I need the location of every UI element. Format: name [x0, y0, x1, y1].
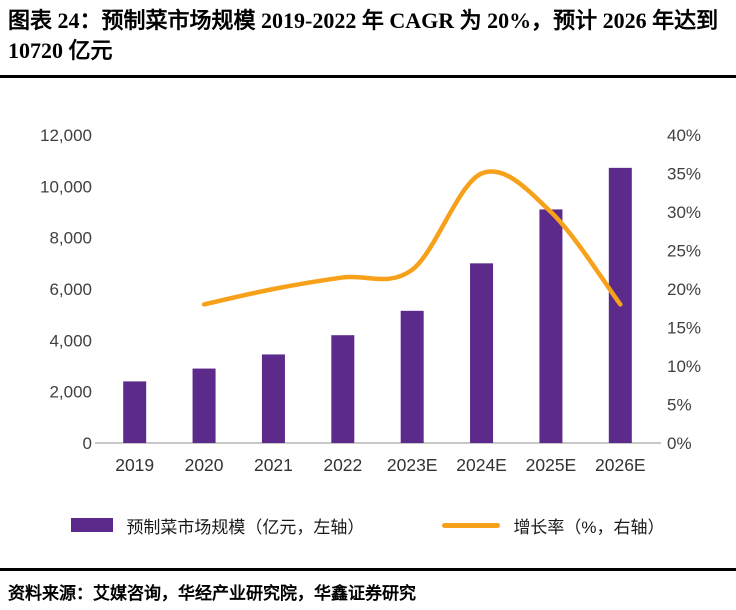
legend-item-market-size: 预制菜市场规模（亿元，左轴）: [71, 513, 364, 538]
right-axis-tick: 0%: [667, 434, 692, 453]
bar-2023E: [400, 310, 424, 443]
right-axis-tick: 40%: [667, 126, 701, 145]
category-label-2019: 2019: [115, 455, 154, 475]
right-axis-tick: 20%: [667, 280, 701, 299]
bar-2024E: [470, 263, 494, 443]
legend: 预制菜市场规模（亿元，左轴） 增长率（%，右轴）: [0, 513, 736, 538]
right-axis-tick: 35%: [667, 164, 701, 183]
right-axis-tick: 30%: [667, 203, 701, 222]
category-label-2026E: 2026E: [595, 455, 646, 475]
left-axis-tick: 4,000: [49, 331, 92, 350]
category-label-2025E: 2025E: [526, 455, 577, 475]
combo-chart-svg: 12,000 10,000 8,000 6,000 4,000 2,000 0 40% 35% 3…: [40, 126, 701, 475]
left-axis-tick: 0: [83, 434, 92, 453]
category-label-2021: 2021: [254, 455, 293, 475]
legend-item-growth-rate: 增长率（%，右轴）: [442, 513, 665, 538]
category-label-2024E: 2024E: [456, 455, 507, 475]
bar-2021: [261, 354, 285, 443]
right-axis-tick: 15%: [667, 318, 701, 337]
bar-2019: [123, 381, 147, 443]
left-axis-tick: 2,000: [49, 382, 92, 401]
left-axis-tick: 6,000: [49, 280, 92, 299]
source-note: 资料来源：艾媒咨询，华经产业研究院，华鑫证券研究: [0, 568, 736, 610]
figure-title: 图表 24：预制菜市场规模 2019-2022 年 CAGR 为 20%，预计 …: [0, 0, 736, 78]
bar-2020: [192, 368, 216, 443]
bar-series-swatch: [71, 518, 114, 533]
category-label-2020: 2020: [185, 455, 224, 475]
right-axis-tick: 5%: [667, 395, 692, 414]
legend-label-market-size: 预制菜市场规模（亿元，左轴）: [126, 517, 365, 537]
left-axis-tick: 8,000: [49, 228, 92, 247]
right-axis-tick: 25%: [667, 241, 701, 260]
category-label-2023E: 2023E: [387, 455, 438, 475]
left-axis-tick: 10,000: [40, 177, 92, 196]
chart: 12,000 10,000 8,000 6,000 4,000 2,000 0 40% 35% 3…: [0, 78, 736, 487]
line-series-swatch: [442, 522, 501, 528]
left-axis-tick: 12,000: [40, 126, 92, 145]
right-axis-tick: 10%: [667, 357, 701, 376]
legend-label-growth-rate: 增长率（%，右轴）: [513, 517, 665, 537]
bar-2025E: [539, 209, 563, 443]
category-label-2022: 2022: [323, 455, 362, 475]
growth-rate-line: [201, 169, 623, 307]
bar-2022: [331, 334, 355, 443]
